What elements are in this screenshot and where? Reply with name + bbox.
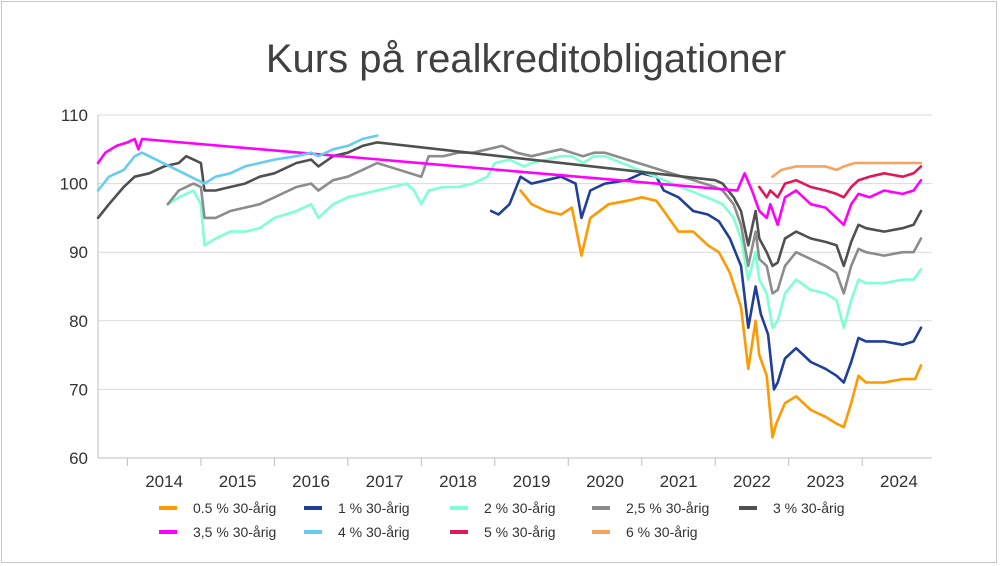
chart-title: Kurs på realkreditobligationer [266,37,786,81]
x-tick-label: 2019 [513,472,551,491]
y-tick-label: 80 [69,312,88,331]
y-tick-label: 70 [69,380,88,399]
y-tick-label: 90 [69,243,88,262]
series-line [166,154,923,330]
legend: 0.5 % 30-årig 1 % 30-årig 2 % 30-årig 2,5 %… [159,500,845,540]
x-tick-label: 2018 [439,472,477,491]
x-tick-label: 2022 [733,472,771,491]
y-tick-label: 60 [69,449,88,468]
x-tick-label: 2020 [586,472,624,491]
series-line [757,165,923,199]
legend-label: 3,5 % 30-årig [193,524,276,540]
series-line [166,144,923,295]
legend-label: 2 % 30-årig [484,500,556,516]
legend-label: 0.5 % 30-årig [193,500,276,516]
series-lines [96,134,923,439]
legend-label: 6 % 30-årig [626,524,698,540]
series-line [96,137,923,227]
x-axis: 2014 2015 2016 2017 2018 2019 2020 2021 2022 2023… [98,457,932,491]
series-line [96,134,379,192]
legend-label: 3 % 30-årig [773,500,845,516]
legend-label: 5 % 30-årig [484,524,556,540]
x-tick-label: 2016 [292,472,330,491]
x-tick-label: 2014 [145,472,183,491]
y-tick-label: 110 [61,106,88,125]
legend-label: 4 % 30-årig [338,524,410,540]
y-tick-label: 100 [60,175,88,194]
legend-label: 1 % 30-årig [338,500,410,516]
series-line [519,189,923,439]
x-tick-label: 2024 [880,472,918,491]
series-line [96,141,923,268]
series-line [771,161,923,178]
y-axis: 60 70 80 90 100 110 [60,106,99,468]
x-tick-label: 2015 [219,472,257,491]
x-tick-label: 2023 [807,472,845,491]
legend-label: 2,5 % 30-årig [626,500,709,516]
x-tick-label: 2017 [366,472,404,491]
x-tick-label: 2021 [660,472,698,491]
series-line [489,172,923,391]
